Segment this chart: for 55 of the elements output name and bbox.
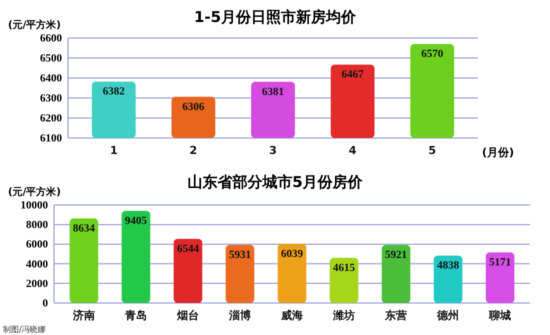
data-label: 6382 [102, 86, 126, 98]
x-tick-label: 烟台 [176, 308, 199, 322]
bar [226, 244, 254, 303]
x-tick-label: 2 [190, 144, 198, 157]
x-tick-label: 5 [428, 144, 436, 157]
data-label: 8634 [72, 222, 96, 234]
x-tick-label: 济南 [72, 308, 95, 322]
y-tick-label: 0 [42, 298, 48, 310]
x-tick-label: 东营 [384, 308, 408, 322]
data-label: 4615 [333, 262, 356, 274]
data-label: 5171 [489, 256, 512, 268]
bar [486, 252, 514, 303]
y-tick-label: 6300 [40, 92, 62, 105]
bar [122, 210, 150, 303]
y-axis-title: (元/平方米) [8, 186, 61, 198]
data-label: 5931 [228, 248, 251, 261]
y-tick-label: 10000 [20, 200, 48, 212]
x-tick-label: 威海 [280, 308, 303, 322]
x-axis-title: (月份) [482, 146, 514, 159]
x-tick-label: 3 [269, 144, 277, 157]
data-label: 5921 [385, 248, 408, 261]
x-tick-label: 青岛 [124, 308, 147, 322]
y-tick-label: 6200 [40, 112, 62, 125]
x-tick-label: 淄博 [228, 308, 251, 322]
y-tick-label: 6500 [40, 52, 62, 65]
bar [174, 238, 202, 303]
bar [278, 244, 306, 303]
data-label: 9405 [124, 214, 148, 227]
text: 制图/冯晓娜 [3, 325, 46, 334]
data-label: 6039 [281, 248, 304, 260]
data-label: 6306 [182, 100, 205, 113]
y-tick-label: 6400 [40, 72, 62, 85]
bar [434, 256, 462, 303]
bar [382, 244, 410, 303]
y-tick-label: 6100 [40, 132, 62, 145]
x-tick-label: 德州 [436, 308, 460, 322]
x-tick-label: 潍坊 [332, 308, 356, 322]
data-label: 6467 [342, 68, 364, 81]
y-axis-title: (元/平方米) [8, 19, 61, 31]
x-tick-label: 1 [110, 144, 118, 157]
y-tick-label: 6600 [40, 32, 62, 45]
x-tick-label: 4 [348, 144, 357, 157]
data-label: 4838 [437, 260, 460, 272]
chart-title: 山东省部分城市5月份房价 [187, 173, 364, 191]
data-label: 6381 [262, 86, 284, 98]
bar [70, 218, 98, 303]
y-tick-label: 8000 [26, 219, 48, 232]
data-label: 6544 [176, 242, 200, 255]
x-tick-label: 聊城 [488, 308, 512, 322]
data-label: 6570 [421, 48, 444, 60]
bar [330, 258, 358, 303]
y-tick-label: 4000 [26, 258, 48, 270]
y-tick-label: 2000 [26, 278, 48, 290]
chart-title: 1-5月份日照市新房均价 [194, 8, 358, 26]
y-tick-label: 6000 [26, 238, 48, 251]
